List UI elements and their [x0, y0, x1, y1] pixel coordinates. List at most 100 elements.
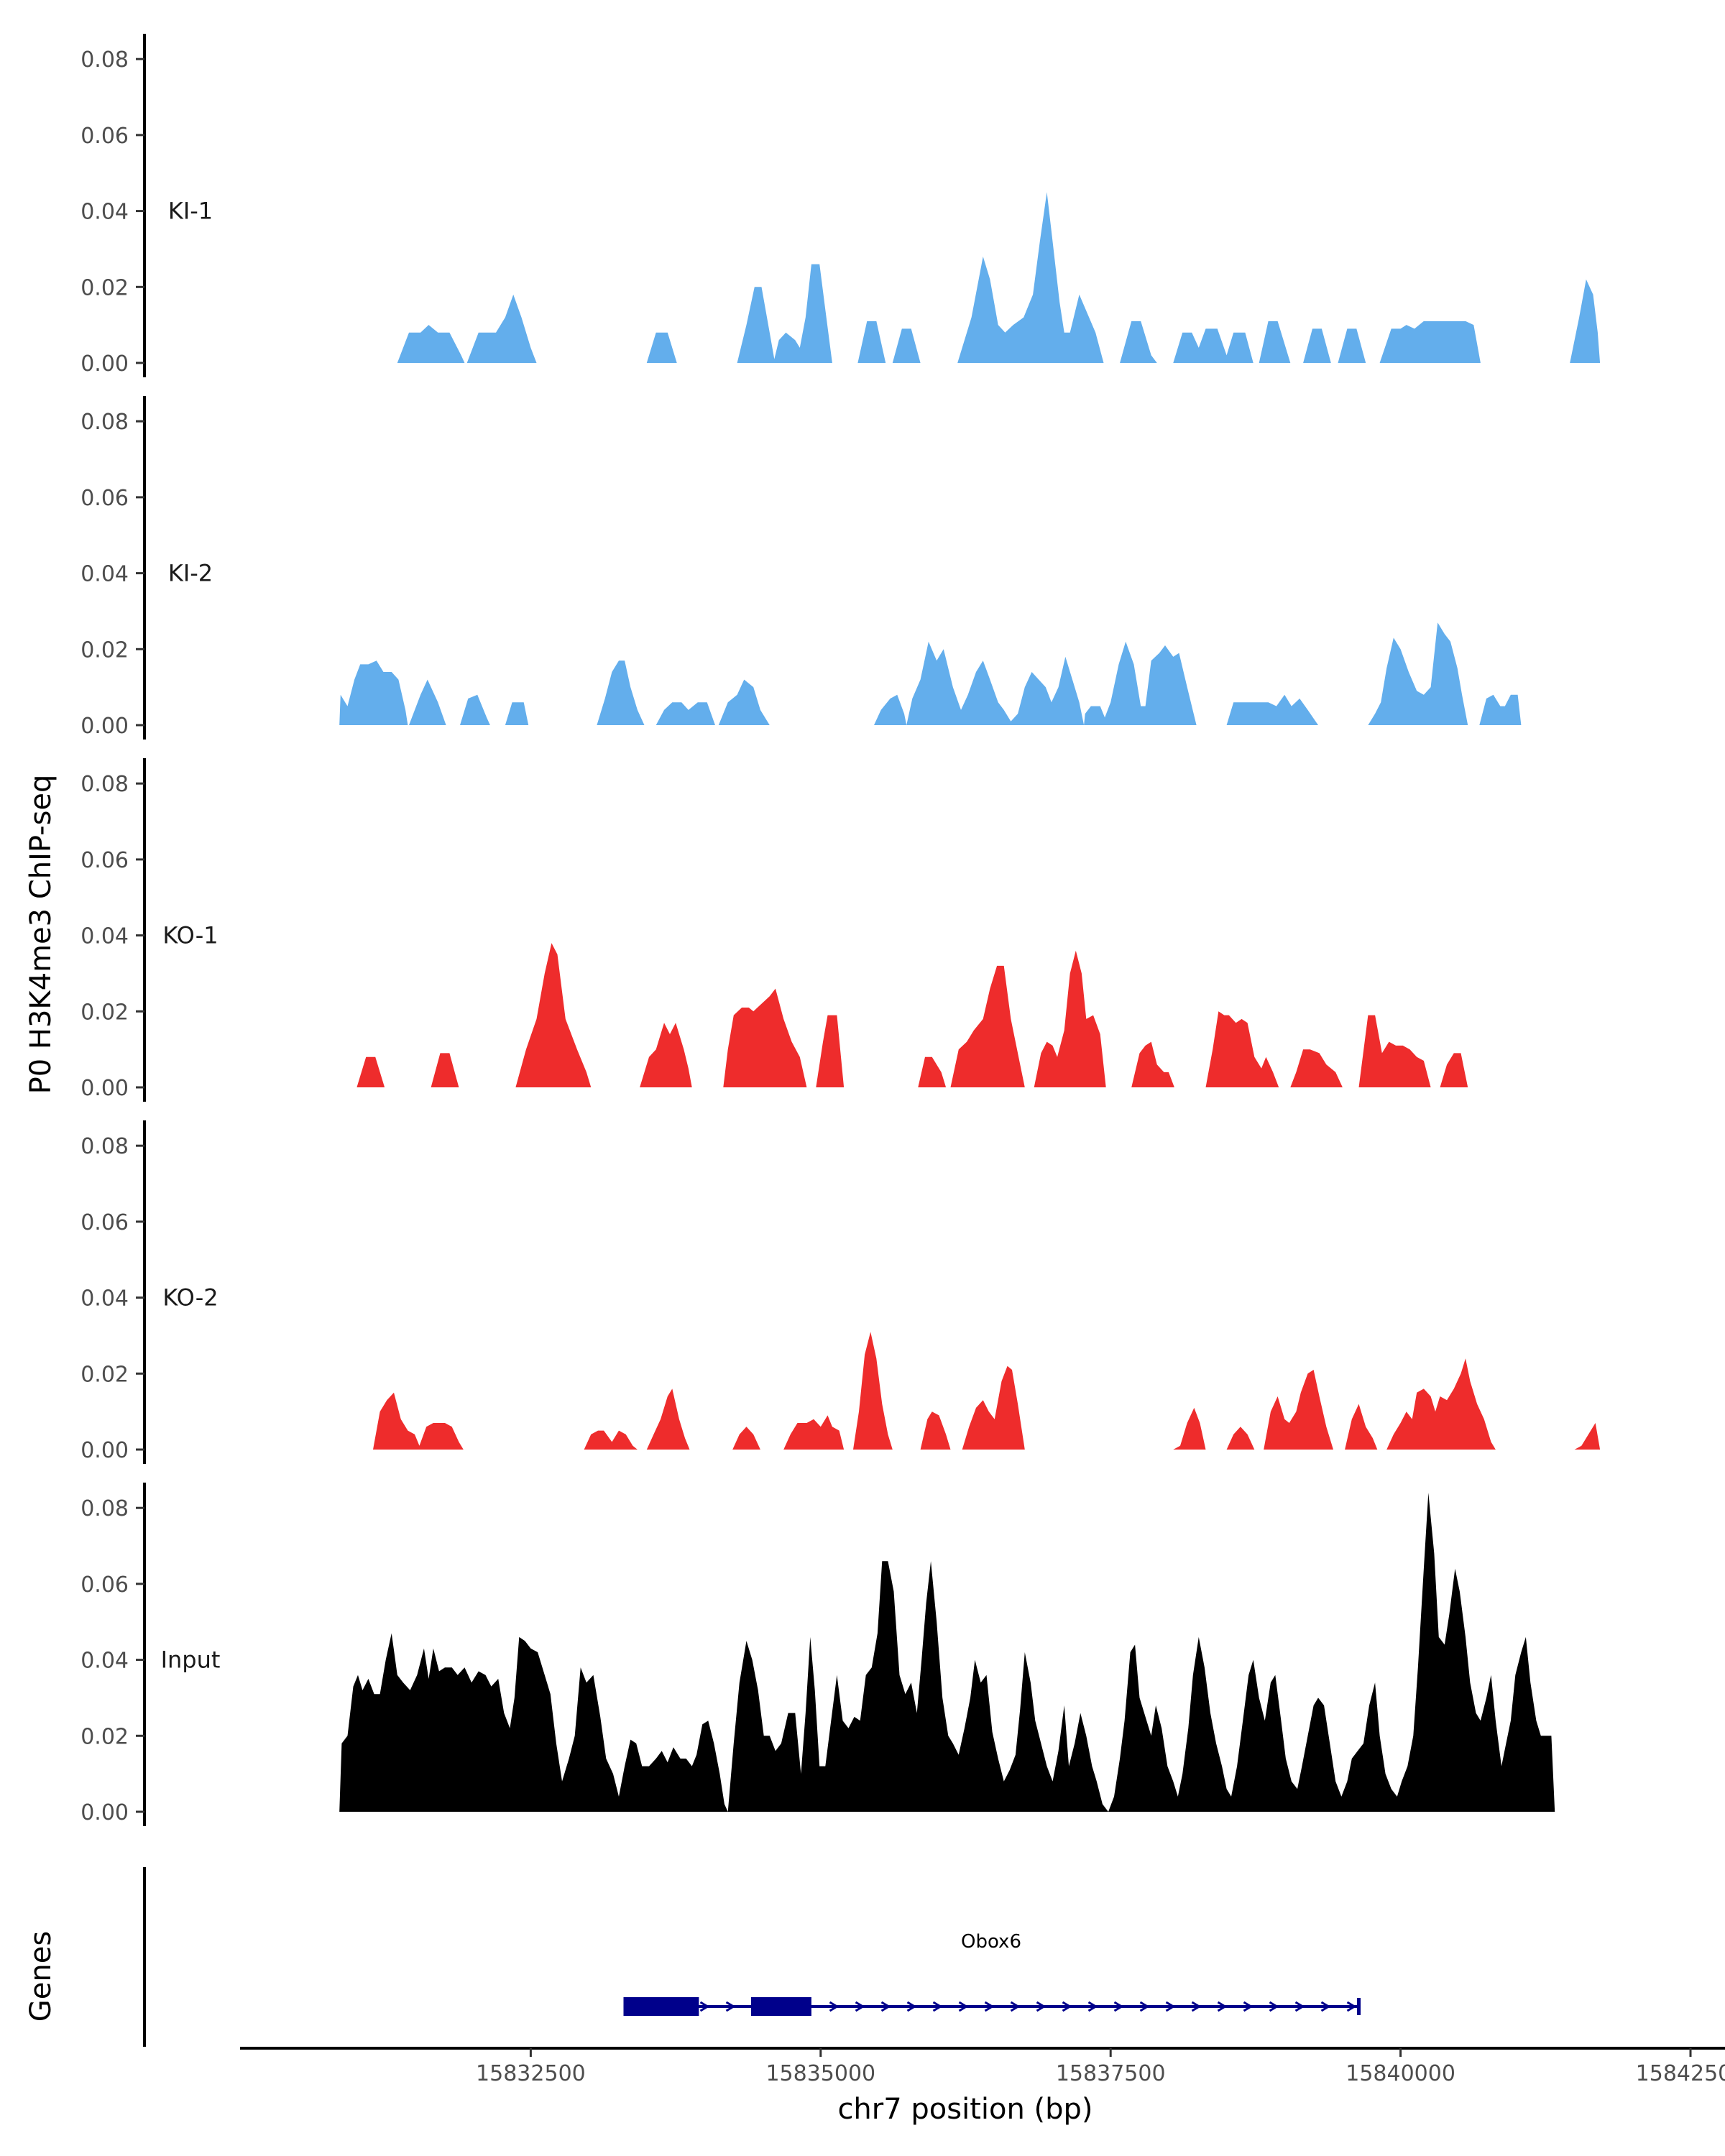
- strand-chevron: [829, 2001, 840, 2012]
- strand-chevron: [699, 2001, 710, 2012]
- coverage-peak-ko-2: [962, 1365, 1025, 1450]
- coverage-peak-ki-1: [466, 294, 537, 363]
- y-tick-label: 0.08: [80, 47, 129, 73]
- coverage-peak-ko-1: [950, 965, 1025, 1087]
- strand-chevron: [932, 2001, 943, 2012]
- x-tick-label: 15835000: [765, 2061, 875, 2086]
- coverage-peak-ko-1: [1131, 1041, 1174, 1087]
- y-tick-label: 0.08: [80, 1134, 129, 1159]
- track-label-ki-2: KI-2: [168, 560, 213, 587]
- coverage-peak-ki-2: [718, 679, 770, 725]
- coverage-peak-ko-2: [920, 1411, 951, 1450]
- y-tick-label: 0.00: [80, 1800, 129, 1825]
- y-tick-label: 0.02: [80, 275, 129, 300]
- y-tick-label: 0.08: [80, 410, 129, 435]
- coverage-peak-ki-1: [957, 192, 1104, 363]
- coverage-peak-ko-2: [853, 1332, 893, 1450]
- gene-panel: Genes Obox6: [24, 1867, 1361, 2047]
- coverage-peak-ko-2: [1264, 1370, 1333, 1450]
- coverage-peak-ki-2: [597, 660, 645, 725]
- y-tick-label: 0.06: [80, 848, 129, 873]
- coverage-peak-ko-1: [1205, 1011, 1279, 1087]
- x-tick-label: 15837500: [1056, 2061, 1166, 2086]
- x-tick-label: 15840000: [1346, 2061, 1455, 2086]
- strand-chevron: [958, 2001, 969, 2012]
- coverage-peak-ki-2: [409, 679, 446, 725]
- y-tick-label: 0.06: [80, 486, 129, 511]
- genes-track-title: Genes: [24, 1931, 58, 2022]
- y-tick-label: 0.00: [80, 1076, 129, 1101]
- coverage-peak-ko-2: [373, 1392, 464, 1450]
- track-ko-2: 0.00 0.02 0.04 0.06 0.08 KO-2: [80, 1120, 1601, 1464]
- coverage-peak-ko-1: [356, 1056, 385, 1087]
- y-tick-label: 0.00: [80, 1438, 129, 1463]
- coverage-peak-ko-1: [723, 988, 807, 1087]
- track-ko-1: 0.00 0.02 0.04 0.06 0.08 KO-1: [80, 758, 1468, 1102]
- coverage-peak-ko-2: [1345, 1404, 1378, 1450]
- coverage-peak-ko-2: [1226, 1427, 1255, 1450]
- strand-chevron: [1139, 2001, 1150, 2012]
- coverage-peak-ko-1: [1034, 950, 1106, 1087]
- coverage-peak-ko-1: [1290, 1049, 1343, 1087]
- y-tick-label: 0.06: [80, 1210, 129, 1235]
- coverage-peak-ki-1: [1173, 328, 1254, 363]
- coverage-peak-ko-1: [918, 1056, 947, 1087]
- coverage-peak-ki-1: [397, 325, 465, 363]
- coverage-peak-ki-2: [460, 694, 490, 725]
- coverage-peak-ko-1: [1440, 1053, 1468, 1087]
- coverage-peak-ko-2: [1173, 1407, 1206, 1450]
- x-tick-label: 15832500: [476, 2061, 586, 2086]
- tracks: 0.00 0.02 0.04 0.06 0.08 KI-1 0.00 0.02 0.04 0.06…: [80, 34, 1601, 1826]
- gene-exon: [750, 1997, 811, 2016]
- strand-chevron: [906, 2001, 917, 2012]
- coverage-peak-ko-2: [783, 1415, 845, 1450]
- y-tick-label: 0.02: [80, 1000, 129, 1025]
- y-tick-label: 0.04: [80, 200, 129, 225]
- strand-chevron: [725, 2001, 736, 2012]
- strand-chevron: [1062, 2001, 1072, 2012]
- track-label-input: Input: [161, 1646, 221, 1674]
- strand-chevron: [1217, 2001, 1228, 2012]
- strand-chevron: [984, 2001, 995, 2012]
- coverage-peak-ki-1: [1338, 328, 1366, 363]
- strand-chevron: [1243, 2001, 1254, 2012]
- strand-chevron: [1165, 2001, 1176, 2012]
- y-tick-label: 0.02: [80, 1724, 129, 1749]
- coverage-peak-ki-2: [339, 660, 408, 725]
- coverage-peak-ko-2: [646, 1388, 690, 1450]
- coverage-peak-ki-1: [1379, 321, 1481, 363]
- coverage-peak-ki-1: [1259, 321, 1291, 363]
- strand-chevron: [1269, 2001, 1279, 2012]
- coverage-peak-ko-1: [1358, 1015, 1431, 1087]
- y-tick-label: 0.08: [80, 1496, 129, 1521]
- strand-chevron: [1191, 2001, 1202, 2012]
- coverage-peak-ki-1: [1303, 328, 1331, 363]
- coverage-peak-ko-2: [732, 1427, 760, 1450]
- track-label-ko-1: KO-1: [162, 922, 218, 949]
- y-tick-label: 0.06: [80, 1572, 129, 1598]
- strand-chevron: [1010, 2001, 1021, 2012]
- y-tick-label: 0.04: [80, 1649, 129, 1674]
- strand-chevron: [880, 2001, 891, 2012]
- track-ki-1: 0.00 0.02 0.04 0.06 0.08 KI-1: [80, 34, 1601, 377]
- y-tick-label: 0.04: [80, 562, 129, 587]
- coverage-peak-ki-1: [892, 328, 921, 363]
- y-tick-label: 0.04: [80, 924, 129, 949]
- strand-chevron: [1113, 2001, 1124, 2012]
- y-tick-label: 0.00: [80, 351, 129, 377]
- coverage-peak-ko-2: [1386, 1358, 1496, 1450]
- coverage-peak-ki-1: [1570, 279, 1601, 363]
- coverage-peak-ki-2: [906, 641, 1197, 725]
- x-tick-label: 15842500: [1636, 2061, 1725, 2086]
- y-tick-label: 0.02: [80, 637, 129, 663]
- y-tick-label: 0.00: [80, 714, 129, 739]
- strand-chevron: [1087, 2001, 1098, 2012]
- y-tick-label: 0.04: [80, 1286, 129, 1312]
- y-tick-label: 0.08: [80, 772, 129, 797]
- coverage-peak-ko-1: [640, 1023, 692, 1087]
- gene-label: Obox6: [961, 1931, 1021, 1953]
- track-label-ko-2: KO-2: [162, 1284, 218, 1312]
- strand-chevron: [1036, 2001, 1046, 2012]
- coverage-peak-ko-2: [1574, 1423, 1601, 1450]
- strand-chevron: [1346, 2001, 1357, 2012]
